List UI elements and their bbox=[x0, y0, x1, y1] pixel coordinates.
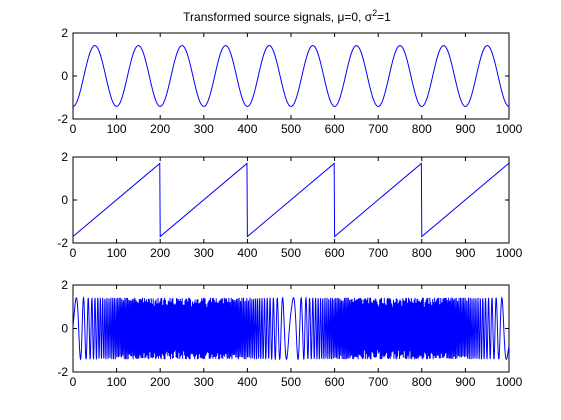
chart-title: Transformed source signals, μ=0, σ2=1 bbox=[183, 8, 391, 24]
x-tick-label: 1000 bbox=[496, 246, 523, 260]
x-tick-label: 400 bbox=[237, 375, 257, 389]
x-tick-label: 200 bbox=[150, 122, 170, 136]
x-tick-label: 900 bbox=[455, 246, 475, 260]
x-tick-label: 700 bbox=[368, 122, 388, 136]
subplot-chirp: 0 100 200 300 400 500 600 700 800 900 1000-202 bbox=[57, 278, 522, 389]
x-tick-label: 400 bbox=[237, 122, 257, 136]
x-tick-label: 400 bbox=[237, 246, 257, 260]
x-tick-label: 500 bbox=[281, 375, 301, 389]
subplot-sine: 0 100 200 300 400 500 600 700 800 900 1000-202 bbox=[57, 26, 522, 136]
y-tick-label: 2 bbox=[61, 26, 68, 40]
x-tick-label: 600 bbox=[325, 122, 345, 136]
x-tick-label: 800 bbox=[412, 246, 432, 260]
x-tick-label: 0 bbox=[70, 122, 77, 136]
title-prefix: Transformed source signals, μ=0, σ bbox=[183, 10, 373, 24]
x-tick-label: 500 bbox=[281, 246, 301, 260]
x-tick-label: 100 bbox=[107, 122, 127, 136]
y-tick-label: -2 bbox=[57, 365, 68, 379]
series-line-sine bbox=[72, 45, 510, 107]
x-tick-label: 0 bbox=[70, 375, 77, 389]
x-tick-label: 200 bbox=[150, 246, 170, 260]
y-tick-label: 0 bbox=[61, 322, 68, 336]
x-tick-label: 700 bbox=[368, 246, 388, 260]
x-tick-label: 100 bbox=[107, 375, 127, 389]
x-tick-label: 700 bbox=[368, 375, 388, 389]
x-tick-label: 1000 bbox=[496, 375, 523, 389]
y-tick-label: 2 bbox=[61, 150, 68, 164]
y-tick-label: 2 bbox=[61, 278, 68, 292]
x-tick-label: 900 bbox=[455, 122, 475, 136]
y-tick-label: -2 bbox=[57, 112, 68, 126]
x-tick-label: 1000 bbox=[496, 122, 523, 136]
x-tick-label: 0 bbox=[70, 246, 77, 260]
subplot-sawtooth: 0 100 200 300 400 500 600 700 800 900 1000-202 bbox=[57, 150, 522, 260]
x-tick-label: 300 bbox=[194, 122, 214, 136]
title-suffix: =1 bbox=[377, 10, 391, 24]
x-tick-label: 900 bbox=[455, 375, 475, 389]
series-line-chirp bbox=[72, 296, 510, 361]
x-tick-label: 800 bbox=[412, 375, 432, 389]
y-tick-label: -2 bbox=[57, 236, 68, 250]
axes-frame bbox=[72, 32, 510, 120]
x-tick-label: 100 bbox=[107, 246, 127, 260]
x-tick-label: 800 bbox=[412, 122, 432, 136]
x-tick-label: 600 bbox=[325, 375, 345, 389]
x-tick-label: 200 bbox=[150, 375, 170, 389]
title-superscript: 2 bbox=[372, 8, 377, 18]
x-tick-label: 300 bbox=[194, 375, 214, 389]
x-tick-label: 500 bbox=[281, 122, 301, 136]
x-tick-label: 600 bbox=[325, 246, 345, 260]
y-tick-label: 0 bbox=[61, 193, 68, 207]
x-tick-label: 300 bbox=[194, 246, 214, 260]
y-tick-label: 0 bbox=[61, 69, 68, 83]
series-line-sawtooth bbox=[72, 162, 509, 238]
